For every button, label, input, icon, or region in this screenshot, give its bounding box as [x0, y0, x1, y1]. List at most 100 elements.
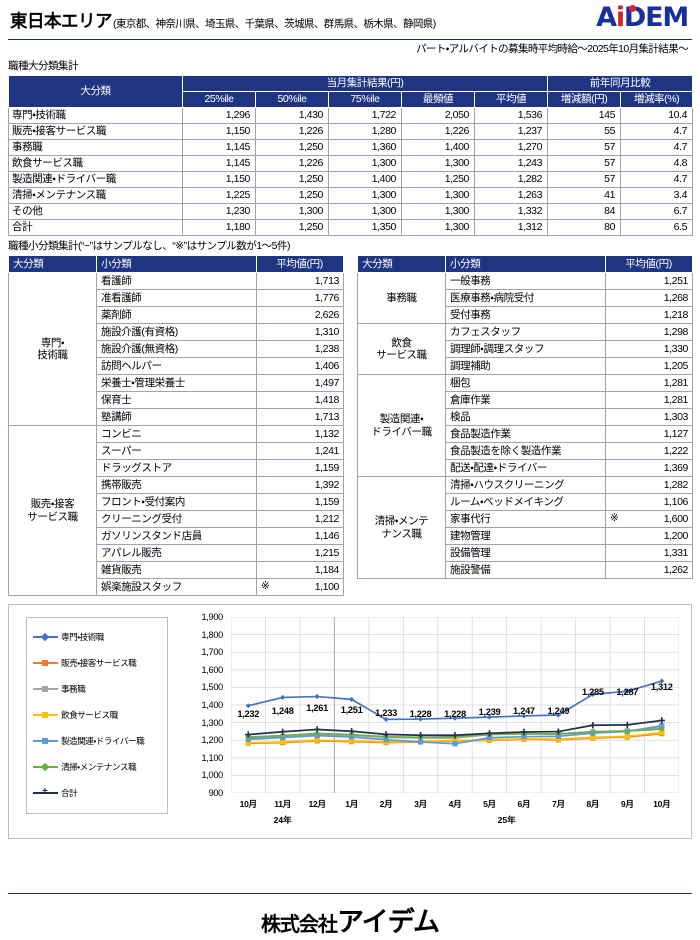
legend-label: 清掃・メンテナンス職: [61, 762, 137, 772]
legend-swatch-icon: [33, 762, 58, 772]
cell-category: 事務職: [8, 139, 183, 156]
y-axis-tick-label: 900: [208, 788, 224, 798]
minor-left-body: 専門・ 技術職 看護師 1,713 准看護師 1,776 薬剤師 2,626 施設介護(有資格)…: [8, 272, 344, 596]
cell-yoy-rate: 4.7: [620, 123, 694, 140]
small-sample-mark-icon: ※: [610, 512, 619, 524]
x-axis-tick-label: 8月: [586, 799, 600, 809]
y-axis-tick-label: 1,600: [201, 664, 224, 675]
cell-p50: 1,250: [255, 139, 329, 156]
cell-p75: 1,360: [328, 139, 402, 156]
cell-p50: 1,300: [255, 203, 329, 220]
cell-minor-category: 医療事務・病院受付: [445, 289, 606, 307]
legend-item-5[interactable]: 清掃・メンテナンス職: [33, 754, 167, 780]
logo-letter-i: i: [615, 2, 625, 33]
cell-p25: 1,225: [182, 187, 256, 204]
cell-major-category: 事務職: [357, 272, 446, 324]
cell-p50: 1,250: [255, 187, 329, 204]
table-row: 飲食 サービス職 カフェスタッフ 1,298: [357, 323, 693, 375]
cell-minor-category: 調理師・調理スタッフ: [445, 340, 606, 358]
cell-yoy-rate: 6.5: [620, 219, 694, 236]
cell-average-value: 1,238: [256, 340, 344, 358]
th-right-avg: 平均値(円): [605, 255, 693, 273]
th-yoy-group: 前年同月比較: [547, 75, 694, 92]
sub-table-right-column: 大分類 小分類 平均値(円) 事務職 一般事務 1,251 医療事務・病院受付 1,26…: [357, 255, 693, 579]
table-row: 専門・ 技術職 看護師 1,713: [8, 272, 344, 426]
cell-minor-category: フロント・受付案内: [96, 493, 257, 511]
chart-series-6: [245, 717, 665, 738]
cell-minor-category: 保育士: [96, 391, 257, 409]
main-table-caption: 職種大分類集計: [8, 60, 79, 72]
x-axis-tick-label: 10月: [653, 799, 671, 809]
y-axis-tick-label: 1,200: [201, 735, 224, 746]
cell-category: 飲食サービス職: [8, 155, 183, 172]
cell-minor-category: 設備管理: [445, 544, 606, 562]
cell-yoy-diff: 84: [547, 203, 622, 220]
cell-average-value: 1,200: [605, 527, 693, 545]
cell-p75: 1,280: [328, 123, 402, 140]
y-axis-tick-label: 1,400: [201, 700, 224, 710]
legend-item-0[interactable]: 専門・技術職: [33, 624, 167, 650]
legend-item-1[interactable]: 販売・接客サービス職: [33, 650, 167, 676]
y-axis-tick-label: 1,500: [201, 682, 224, 693]
cell-p25: 1,145: [182, 155, 256, 172]
chart-series-0: [245, 678, 665, 723]
cell-average-value: 1,369: [605, 459, 693, 477]
cell-average-value: 1,281: [605, 374, 693, 392]
x-axis-tick-label: 4月: [448, 799, 462, 809]
th-right-major: 大分類: [357, 255, 446, 273]
cell-yoy-rate: 10.4: [620, 107, 694, 124]
cell-average-value: 1,298: [605, 323, 693, 341]
cell-yoy-diff: 55: [547, 123, 622, 140]
cell-major-category: 清掃・メンテ ナンス職: [357, 476, 446, 579]
cell-average-value: 1,303: [605, 408, 693, 426]
footer-divider: [8, 893, 692, 894]
cell-minor-category: 梱包: [445, 374, 606, 392]
th-right-minor: 小分類: [445, 255, 606, 273]
table-row: 専門・技術職 1,296 1,430 1,722 2,050 1,536 145 10.4: [8, 107, 694, 124]
legend-swatch-icon: [33, 658, 58, 668]
th-left-major: 大分類: [8, 255, 97, 273]
cell-p50: 1,250: [255, 219, 329, 236]
cell-average-value: 1,331: [605, 544, 693, 562]
cell-yoy-rate: 6.7: [620, 203, 694, 220]
cell-minor-category: ドラッグストア: [96, 459, 257, 477]
legend-item-6[interactable]: + 合計: [33, 780, 167, 806]
cell-minor-category: 清掃・ハウスクリーニング: [445, 476, 606, 494]
legend-swatch-icon: [33, 684, 58, 694]
table-row: アパレル販売 1,215: [9, 544, 344, 562]
legend-item-4[interactable]: 製造関連・ドライバー職: [33, 728, 167, 754]
small-sample-mark-icon: ※: [261, 580, 270, 592]
table-row: ガソリンスタンド店員 1,146: [9, 527, 344, 545]
cell-minor-category: 准看護師: [96, 289, 257, 307]
cell-minor-category: 施設介護(無資格): [96, 340, 257, 358]
cell-avg: 1,536: [473, 107, 549, 124]
th-yoy-diff: 増減額(円): [547, 91, 622, 108]
cell-p75: 1,722: [328, 107, 402, 124]
table-row: 准看護師 1,776: [9, 289, 344, 307]
legend-item-3[interactable]: 飲食サービス職: [33, 702, 167, 728]
cell-minor-category: 配送・配達・ドライバー: [445, 459, 606, 477]
cell-average-value: 1,159: [256, 459, 344, 477]
legend-label: 専門・技術職: [61, 632, 104, 642]
cell-minor-category: 雑貨販売: [96, 561, 257, 579]
cell-mode: 1,300: [401, 187, 475, 204]
cell-average-value: 1,132: [256, 425, 344, 443]
footer-company-logo: 株式会社アイデム: [0, 900, 700, 939]
th-major-category: 大分類: [8, 75, 183, 108]
cell-minor-category: 受付事務: [445, 306, 606, 324]
x-axis-tick-label: 10月: [239, 799, 258, 809]
table-row: 栄養士・管理栄養士 1,497: [9, 374, 344, 392]
cell-p25: 1,145: [182, 139, 256, 156]
cell-yoy-rate: 4.8: [620, 155, 694, 172]
legend-label: 飲食サービス職: [61, 710, 118, 720]
cell-minor-category: 施設警備: [445, 561, 606, 579]
major-category-table: 大分類 当月集計結果(円) 前年同月比較 25%ile 50%ile 75%il…: [8, 75, 694, 236]
table-row: 食品製造作業 1,127: [358, 425, 693, 443]
cell-p75: 1,300: [328, 203, 402, 220]
cell-average-value: 1,184: [256, 561, 344, 579]
table-row: 配送・配達・ドライバー 1,369: [358, 459, 693, 477]
cell-avg: 1,332: [473, 203, 549, 220]
cell-minor-category: 塾講師: [96, 408, 257, 426]
legend-item-2[interactable]: 事務職: [33, 676, 167, 702]
sub-table-caption: 職種小分類集計(“−”はサンプルなし、“※”はサンプル数が1～5件): [8, 240, 290, 252]
